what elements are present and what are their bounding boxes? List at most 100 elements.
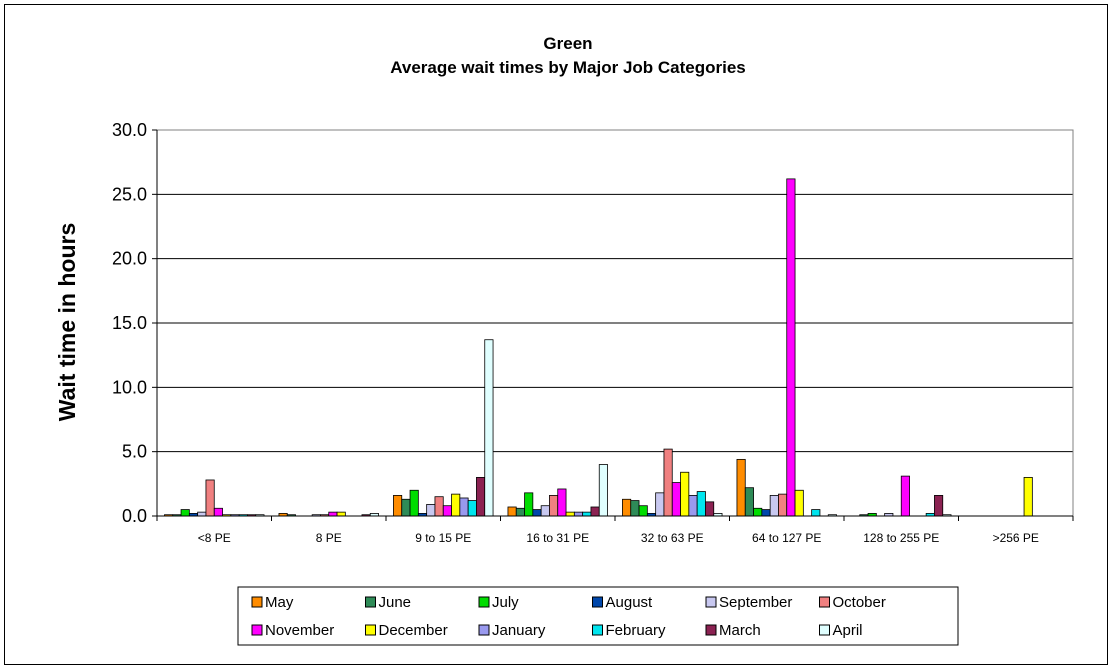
y-axis-label: Wait time in hours [54, 223, 80, 422]
legend-label-january: January [492, 622, 546, 639]
legend-swatch-april [819, 624, 830, 636]
gridlines [157, 129, 1073, 453]
bar-june [515, 507, 525, 517]
bar-august [532, 509, 542, 517]
y-tick-label: 0.0 [122, 506, 147, 526]
bar-march [476, 476, 486, 517]
bar-may [507, 506, 517, 517]
bar-november [328, 511, 338, 517]
y-tick-label: 25.0 [112, 184, 147, 204]
bar-october [778, 493, 788, 517]
bar-december [680, 471, 690, 517]
legend-swatch-august [592, 596, 603, 608]
bar-june [630, 500, 640, 517]
bar-april [484, 339, 494, 517]
bar-june [744, 487, 754, 517]
bar-july [409, 489, 419, 517]
x-tick-labels: <8 PE 8 PE 9 to 15 PE 16 to 31 PE 32 to 63 P… [198, 531, 1039, 545]
bar-june [401, 498, 411, 517]
bar-december [336, 511, 346, 517]
legend-label-july: July [492, 594, 519, 611]
legend-swatch-february [592, 624, 603, 636]
legend-swatch-march [705, 624, 717, 636]
legend-label-november: November [265, 622, 334, 639]
legend-label-september: September [719, 594, 792, 611]
bar-august [761, 509, 771, 517]
bar-october [663, 448, 673, 517]
bar-september [655, 492, 665, 517]
x-tick-label: <8 PE [198, 531, 231, 545]
legend-swatch-october [819, 596, 830, 608]
legend-label-august: August [606, 594, 654, 611]
legend-swatch-june [365, 596, 376, 608]
y-tick-label: 30.0 [112, 120, 147, 140]
y-tick-label: 20.0 [112, 249, 147, 269]
bar-march [705, 501, 715, 517]
bar-january [459, 497, 469, 517]
legend-label-april: April [833, 622, 863, 639]
legend-label-may: May [265, 594, 294, 611]
bars [164, 178, 1033, 517]
bar-october [549, 495, 559, 517]
bar-july [180, 509, 190, 517]
bar-may [622, 498, 632, 517]
bar-november [786, 178, 796, 517]
y-tick-labels: 0.0 5.0 10.0 15.0 20.0 25.0 30.0 [112, 120, 147, 526]
x-tick-label: 64 to 127 PE [752, 531, 821, 545]
legend-label-june: June [379, 594, 412, 611]
legend: May June July August September October Novembe… [237, 586, 959, 646]
x-tick-label: 128 to 255 PE [863, 531, 939, 545]
x-tick-label: 8 PE [316, 531, 342, 545]
x-tick-label: >256 PE [993, 531, 1039, 545]
legend-swatch-november [251, 624, 263, 636]
legend-label-march: March [719, 622, 761, 639]
bar-october [205, 479, 215, 517]
chart-frame [4, 4, 1108, 665]
bar-february [696, 491, 706, 517]
bar-september [540, 505, 550, 517]
x-tick-label: 9 to 15 PE [415, 531, 471, 545]
bar-july [524, 492, 534, 517]
y-tick-label: 10.0 [112, 377, 147, 397]
bar-may [393, 495, 403, 517]
chart-title: Green [543, 34, 592, 53]
bar-january [688, 495, 698, 517]
bar-april [598, 464, 608, 517]
y-tick-label: 15.0 [112, 313, 147, 333]
bar-december [565, 511, 575, 517]
bar-december [451, 493, 461, 517]
legend-label-december: December [379, 622, 448, 639]
bar-november [213, 507, 223, 517]
bar-november [900, 475, 910, 517]
bar-march [590, 506, 600, 517]
bar-february [811, 509, 821, 517]
bar-november [557, 488, 567, 517]
axes [152, 129, 1074, 521]
bar-february [582, 511, 592, 517]
bar-october [434, 496, 444, 517]
bar-september [426, 504, 436, 517]
bar-january [573, 511, 584, 517]
bar-september [197, 511, 207, 517]
legend-swatch-may [251, 596, 263, 608]
bar-march [934, 495, 944, 517]
legend-swatch-december [365, 624, 376, 636]
bar-december [794, 489, 804, 517]
x-tick-label: 16 to 31 PE [526, 531, 589, 545]
legend-label-october: October [833, 594, 886, 611]
bar-july [753, 507, 763, 517]
bar-december [1023, 476, 1033, 517]
bar-november [442, 505, 452, 517]
x-tick-label: 32 to 63 PE [641, 531, 704, 545]
bar-july [638, 505, 648, 517]
legend-swatch-july [478, 596, 490, 608]
legend-swatch-september [705, 596, 717, 608]
y-tick-label: 5.0 [122, 442, 147, 462]
bar-february [467, 500, 477, 517]
chart-subtitle: Average wait times by Major Job Categori… [390, 58, 746, 77]
bar-november [671, 482, 681, 517]
legend-swatch-january [478, 624, 490, 636]
bar-september [769, 495, 779, 517]
bar-may [736, 458, 746, 517]
